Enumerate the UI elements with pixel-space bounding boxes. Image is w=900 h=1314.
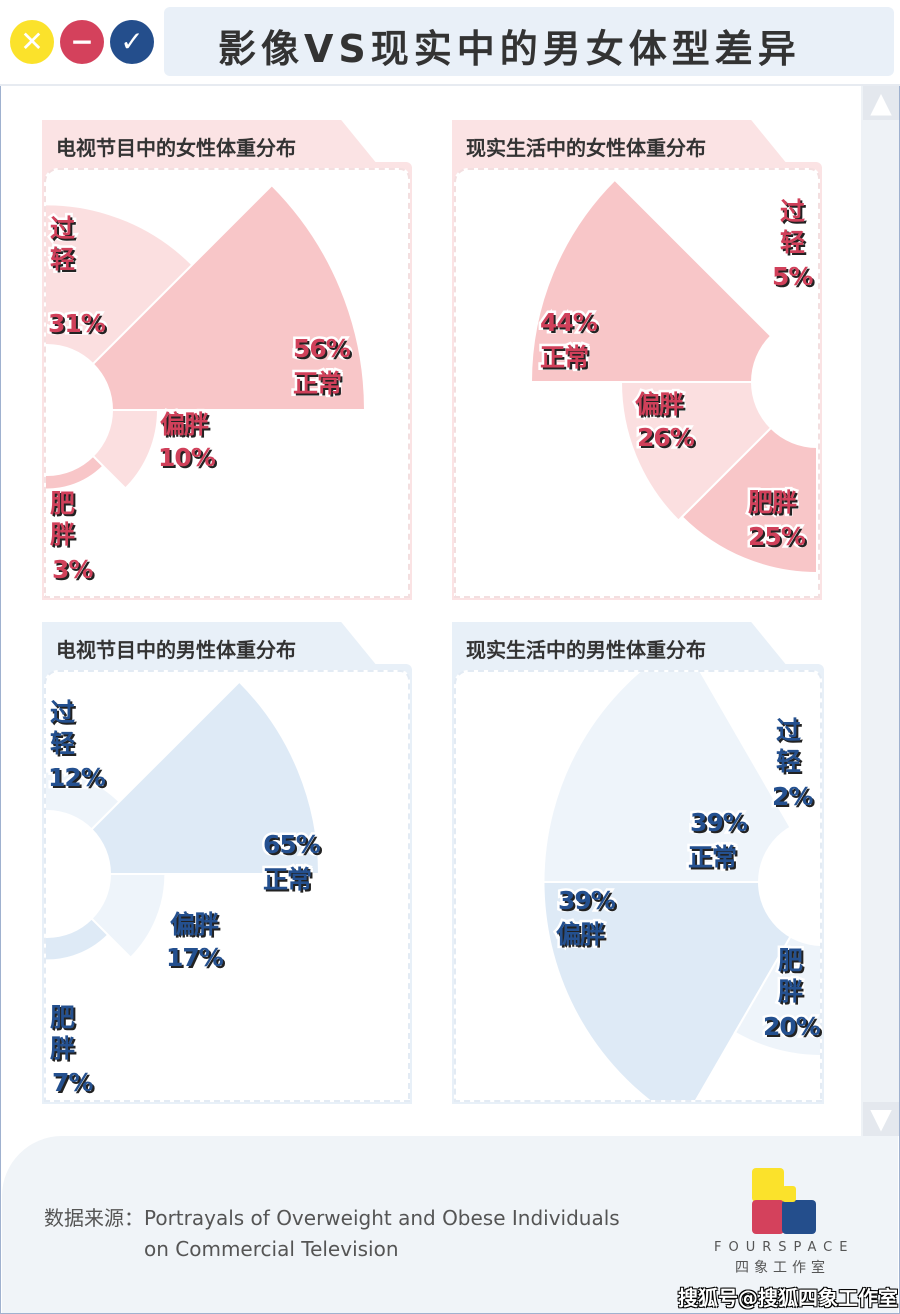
- rose-hole: [46, 344, 113, 476]
- rose-wedge-1: [529, 178, 818, 383]
- rose-hole: [758, 818, 820, 946]
- rose-hole: [751, 316, 818, 448]
- value-label: 65%: [261, 828, 324, 862]
- category-label: 正常: [260, 863, 314, 897]
- category-label: 过轻: [48, 212, 78, 277]
- scrollbar[interactable]: [861, 86, 899, 1136]
- category-label: 肥胖: [776, 944, 806, 1009]
- value-label: 44%: [538, 306, 601, 340]
- brand-en: FOURSPACE: [714, 1240, 855, 1255]
- fourspace-logo-icon: [752, 1168, 816, 1234]
- value-label: 20%: [761, 1010, 824, 1044]
- source-line2: on Commercial Television: [144, 1237, 399, 1261]
- source-text: 数据来源：Portrayals of Overweight and Obese …: [44, 1203, 620, 1265]
- page-title: 影像VS现实中的男女体型差异: [218, 27, 801, 71]
- source-line1: Portrayals of Overweight and Obese Indiv…: [144, 1206, 620, 1230]
- value-label: 26%: [635, 421, 698, 455]
- title-box: [164, 7, 894, 76]
- value-label: 10%: [156, 441, 219, 475]
- category-label: 过轻: [48, 696, 78, 761]
- value-label: 39%: [556, 884, 619, 918]
- watermark: 搜狐号@搜狐四象工作室: [678, 1286, 898, 1310]
- category-label: 偏胖: [167, 908, 221, 942]
- chart-real-male: [454, 670, 822, 1102]
- value-label: 17%: [164, 941, 227, 975]
- chart-tv-male: [44, 670, 410, 1102]
- value-label: 5%: [769, 260, 816, 294]
- value-label: 25%: [746, 520, 809, 554]
- check-icon[interactable]: ✓: [110, 20, 154, 64]
- category-label: 过轻: [774, 714, 804, 779]
- brand-cn: 四象工作室: [735, 1260, 830, 1276]
- rose-wedge-1: [46, 183, 367, 411]
- chart-title-tv-female: 电视节目中的女性体重分布: [42, 120, 382, 170]
- value-label: 39%: [688, 806, 751, 840]
- category-label: 过轻: [778, 195, 808, 260]
- close-icon[interactable]: ✕: [10, 20, 54, 64]
- category-label: 正常: [537, 341, 591, 375]
- value-label: 56%: [291, 332, 354, 366]
- category-label: 正常: [290, 367, 344, 401]
- rose-wedge-2: [542, 881, 820, 1100]
- minimize-icon[interactable]: −: [60, 20, 104, 64]
- chart-title-tv-male: 电视节目中的男性体重分布: [42, 622, 382, 672]
- chart-real-female: [454, 168, 820, 598]
- chart-title-real-female: 现实生活中的女性体重分布: [452, 120, 792, 170]
- category-label: 偏胖: [553, 918, 607, 952]
- scroll-up-icon[interactable]: ▲: [863, 86, 899, 120]
- rose-hole: [46, 810, 111, 938]
- value-label: 12%: [46, 761, 109, 795]
- value-label: 7%: [49, 1066, 96, 1100]
- footer: [2, 1136, 898, 1313]
- rose-wedge-1: [542, 672, 820, 883]
- value-label: 2%: [769, 780, 816, 814]
- source-label: 数据来源：: [44, 1206, 144, 1230]
- category-label: 肥胖: [745, 486, 799, 520]
- header-bar: ✕ − ✓ 影像VS现实中的男女体型差异: [0, 0, 900, 86]
- rose-wedge-1: [46, 680, 321, 875]
- value-label: 31%: [46, 307, 109, 341]
- scroll-down-icon[interactable]: ▼: [863, 1102, 899, 1136]
- chart-title-real-male: 现实生活中的男性体重分布: [452, 622, 792, 672]
- category-label: 偏胖: [632, 388, 686, 422]
- value-label: 3%: [49, 553, 96, 587]
- chart-tv-female: [44, 168, 410, 598]
- category-label: 肥胖: [48, 487, 78, 552]
- category-label: 偏胖: [157, 408, 211, 442]
- category-label: 肥胖: [48, 1001, 78, 1066]
- category-label: 正常: [685, 841, 739, 875]
